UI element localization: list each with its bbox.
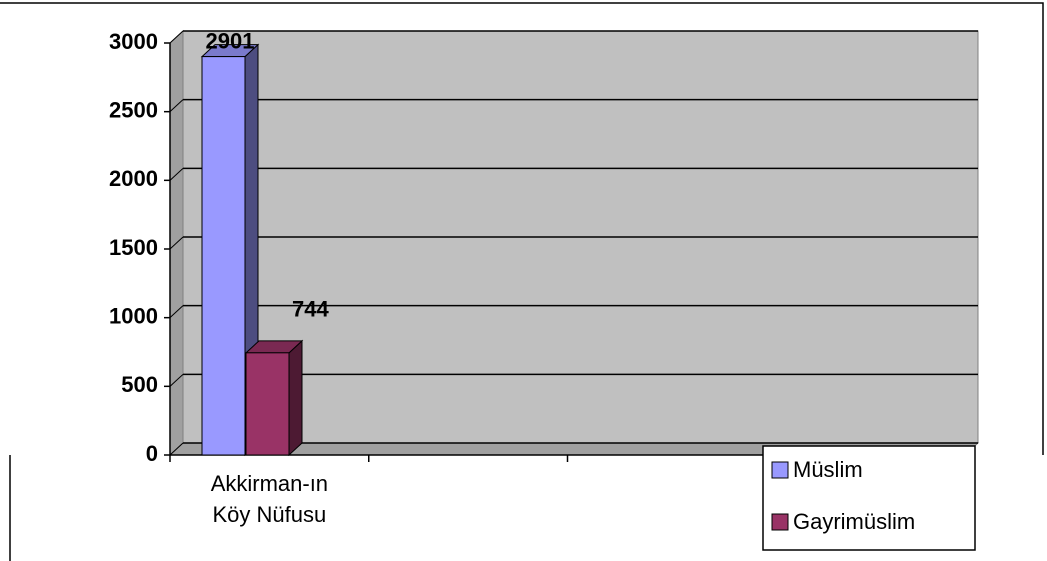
y-tick-label: 3000 — [109, 29, 158, 54]
grid-line — [169, 30, 184, 44]
y-tick-label: 500 — [121, 372, 158, 397]
legend-swatch — [771, 461, 789, 479]
y-tick-label: 0 — [146, 441, 158, 466]
y-tick-label: 2000 — [109, 166, 158, 191]
grid-line — [169, 99, 184, 113]
y-tick-label: 2500 — [109, 97, 158, 122]
legend-swatch — [771, 513, 789, 531]
grid-line — [169, 236, 184, 250]
x-tick-label: Akkirman-ın Köy Nüfusu — [210, 471, 329, 527]
data-label: 2901 — [206, 28, 255, 53]
bar — [201, 56, 246, 456]
grid-line — [169, 442, 184, 456]
bar — [245, 352, 290, 456]
chart-frame — [0, 2, 1044, 455]
legend-box — [762, 445, 976, 551]
y-tick-label: 1500 — [109, 235, 158, 260]
legend-label: Müslim — [793, 457, 863, 482]
grid-line — [169, 305, 184, 319]
grid-line — [169, 167, 184, 181]
legend-label: Gayrimüslim — [793, 509, 915, 534]
bar-side — [288, 339, 303, 457]
y-tick-label: 1000 — [109, 303, 158, 328]
data-label: 744 — [292, 297, 329, 322]
grid-line — [169, 373, 184, 387]
